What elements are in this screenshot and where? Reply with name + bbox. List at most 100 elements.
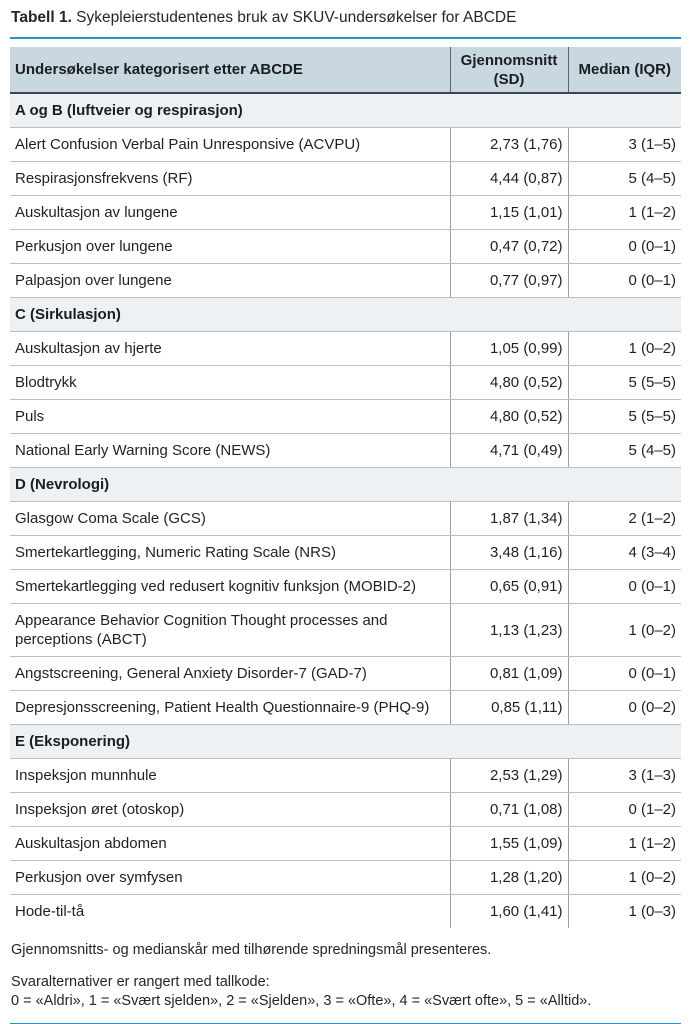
table-row: Respirasjonsfrekvens (RF) 4,44 (0,87) 5 (4… bbox=[10, 161, 681, 196]
cell-median-iqr: 3 (1–3) bbox=[567, 758, 681, 793]
table-footnotes: Gjennomsnitts- og medianskår med tilhøre… bbox=[10, 941, 681, 1011]
cell-undersokelse: Alert Confusion Verbal Pain Unresponsive… bbox=[10, 127, 450, 162]
cell-mean-sd: 1,55 (1,09) bbox=[449, 826, 568, 861]
cell-median-iqr: 0 (0–2) bbox=[567, 690, 681, 725]
table-row: Inspeksjon munnhule 2,53 (1,29) 3 (1–3) bbox=[10, 758, 681, 793]
cell-median-iqr: 3 (1–5) bbox=[567, 127, 681, 162]
cell-median-iqr: 0 (1–2) bbox=[567, 792, 681, 827]
footnote-score-description: Gjennomsnitts- og medianskår med tilhøre… bbox=[11, 942, 492, 958]
cell-median-iqr: 0 (0–1) bbox=[567, 263, 681, 298]
cell-mean-sd: 4,80 (0,52) bbox=[449, 399, 568, 434]
column-header-undersokelser: Undersøkelser kategorisert etter ABCDE bbox=[10, 47, 450, 93]
cell-undersokelse: Inspeksjon øret (otoskop) bbox=[10, 792, 450, 827]
cell-undersokelse: Blodtrykk bbox=[10, 365, 450, 400]
cell-median-iqr: 0 (0–1) bbox=[567, 656, 681, 691]
cell-undersokelse: Auskultasjon av lungene bbox=[10, 195, 450, 230]
cell-mean-sd: 2,53 (1,29) bbox=[449, 758, 568, 793]
cell-median-iqr: 1 (1–2) bbox=[567, 826, 681, 861]
table-row: National Early Warning Score (NEWS) 4,71 … bbox=[10, 433, 681, 468]
cell-undersokelse: Glasgow Coma Scale (GCS) bbox=[10, 501, 450, 536]
cell-mean-sd: 0,77 (0,97) bbox=[449, 263, 568, 298]
table-row: Perkusjon over symfysen 1,28 (1,20) 1 (0–2… bbox=[10, 860, 681, 895]
cell-median-iqr: 5 (5–5) bbox=[567, 399, 681, 434]
cell-mean-sd: 4,80 (0,52) bbox=[449, 365, 568, 400]
table-header-row: Undersøkelser kategorisert etter ABCDE G… bbox=[10, 47, 681, 93]
cell-mean-sd: 4,44 (0,87) bbox=[449, 161, 568, 196]
cell-undersokelse: Auskultasjon abdomen bbox=[10, 826, 450, 861]
cell-median-iqr: 1 (0–2) bbox=[567, 331, 681, 366]
table-row: Appearance Behavior Cognition Thought pr… bbox=[10, 603, 681, 657]
table-row: Palpasjon over lungene 0,77 (0,97) 0 (0–1) bbox=[10, 263, 681, 298]
table-row: Inspeksjon øret (otoskop) 0,71 (1,08) 0 (1… bbox=[10, 792, 681, 827]
cell-median-iqr: 1 (0–2) bbox=[567, 860, 681, 895]
cell-undersokelse: Inspeksjon munnhule bbox=[10, 758, 450, 793]
cell-median-iqr: 5 (4–5) bbox=[567, 161, 681, 196]
table-number-label: Tabell 1. bbox=[11, 9, 72, 26]
table-row: Blodtrykk 4,80 (0,52) 5 (5–5) bbox=[10, 365, 681, 400]
cell-median-iqr: 5 (5–5) bbox=[567, 365, 681, 400]
column-header-gjennomsnitt-sd: Gjennomsnitt (SD) bbox=[449, 47, 568, 93]
table-row: Hode-til-tå 1,60 (1,41) 1 (0–3) bbox=[10, 894, 681, 928]
section-header-label: C (Sirkulasjon) bbox=[10, 297, 681, 332]
table-row: Auskultasjon abdomen 1,55 (1,09) 1 (1–2) bbox=[10, 826, 681, 861]
footnote-scale-intro: Svaralternativer er rangert med tallkode… bbox=[11, 974, 270, 990]
section-header-row: D (Nevrologi) bbox=[10, 467, 681, 502]
cell-undersokelse: Perkusjon over lungene bbox=[10, 229, 450, 264]
cell-median-iqr: 1 (0–2) bbox=[567, 603, 681, 657]
cell-mean-sd: 3,48 (1,16) bbox=[449, 535, 568, 570]
cell-median-iqr: 0 (0–1) bbox=[567, 229, 681, 264]
table-row: Glasgow Coma Scale (GCS) 1,87 (1,34) 2 (1–… bbox=[10, 501, 681, 536]
cell-undersokelse: Respirasjonsfrekvens (RF) bbox=[10, 161, 450, 196]
cell-mean-sd: 2,73 (1,76) bbox=[449, 127, 568, 162]
cell-mean-sd: 1,15 (1,01) bbox=[449, 195, 568, 230]
cell-median-iqr: 0 (0–1) bbox=[567, 569, 681, 604]
table-row: Auskultasjon av lungene 1,15 (1,01) 1 (1–2… bbox=[10, 195, 681, 230]
cell-median-iqr: 5 (4–5) bbox=[567, 433, 681, 468]
table-caption: Sykepleierstudentenes bruk av SKUV-under… bbox=[71, 9, 517, 26]
section-header-row: A og B (luftveier og respirasjon) bbox=[10, 93, 681, 128]
cell-mean-sd: 0,85 (1,11) bbox=[449, 690, 568, 725]
cell-undersokelse: Smertekartlegging ved redusert kognitiv … bbox=[10, 569, 450, 604]
skuv-table: Undersøkelser kategorisert etter ABCDE G… bbox=[10, 47, 681, 928]
table-row: Angstscreening, General Anxiety Disorder… bbox=[10, 656, 681, 691]
cell-undersokelse: Angstscreening, General Anxiety Disorder… bbox=[10, 656, 450, 691]
cell-median-iqr: 1 (1–2) bbox=[567, 195, 681, 230]
footnote-response-scale: Svaralternativer er rangert med tallkode… bbox=[11, 973, 681, 1011]
cell-undersokelse: Puls bbox=[10, 399, 450, 434]
cell-mean-sd: 1,87 (1,34) bbox=[449, 501, 568, 536]
cell-mean-sd: 1,13 (1,23) bbox=[449, 603, 568, 657]
cell-mean-sd: 1,05 (0,99) bbox=[449, 331, 568, 366]
cell-median-iqr: 4 (3–4) bbox=[567, 535, 681, 570]
cell-median-iqr: 1 (0–3) bbox=[567, 894, 681, 928]
cell-undersokelse: Auskultasjon av hjerte bbox=[10, 331, 450, 366]
cell-undersokelse: Hode-til-tå bbox=[15, 903, 85, 920]
section-header-row: E (Eksponering) bbox=[10, 724, 681, 759]
section-header-label: D (Nevrologi) bbox=[10, 467, 681, 502]
cell-undersokelse: Palpasjon over lungene bbox=[10, 263, 450, 298]
table-title: Tabell 1. Sykepleierstudentenes bruk av … bbox=[10, 8, 681, 28]
cell-undersokelse: National Early Warning Score (NEWS) bbox=[10, 433, 450, 468]
table-row: Depresjonsscreening, Patient Health Ques… bbox=[10, 690, 681, 725]
table-row: Smertekartlegging ved redusert kognitiv … bbox=[10, 569, 681, 604]
section-header-label: E (Eksponering) bbox=[10, 724, 681, 759]
cell-mean-sd: 0,81 (1,09) bbox=[449, 656, 568, 691]
cell-mean-sd: 1,28 (1,20) bbox=[449, 860, 568, 895]
cell-undersokelse: Appearance Behavior Cognition Thought pr… bbox=[10, 603, 450, 657]
cell-undersokelse: Perkusjon over symfysen bbox=[10, 860, 450, 895]
table-row: Smertekartlegging, Numeric Rating Scale … bbox=[10, 535, 681, 570]
cell-median-iqr: 2 (1–2) bbox=[567, 501, 681, 536]
column-header-median-iqr: Median (IQR) bbox=[567, 47, 681, 93]
table-row: Puls 4,80 (0,52) 5 (5–5) bbox=[10, 399, 681, 434]
cell-mean-sd: 0,71 (1,08) bbox=[449, 792, 568, 827]
footnote-scale-codes: 0 = «Aldri», 1 = «Svært sjelden», 2 = «S… bbox=[11, 993, 592, 1009]
top-rule bbox=[10, 37, 681, 39]
cell-mean-sd: 4,71 (0,49) bbox=[449, 433, 568, 468]
section-header-row: C (Sirkulasjon) bbox=[10, 297, 681, 332]
cell-mean-sd: 0,47 (0,72) bbox=[449, 229, 568, 264]
table-row: Perkusjon over lungene 0,47 (0,72) 0 (0–1) bbox=[10, 229, 681, 264]
cell-mean-sd: 1,60 (1,41) bbox=[449, 894, 568, 928]
cell-undersokelse: Smertekartlegging, Numeric Rating Scale … bbox=[10, 535, 450, 570]
cell-mean-sd: 0,65 (0,91) bbox=[449, 569, 568, 604]
table-row: Auskultasjon av hjerte 1,05 (0,99) 1 (0–2) bbox=[10, 331, 681, 366]
